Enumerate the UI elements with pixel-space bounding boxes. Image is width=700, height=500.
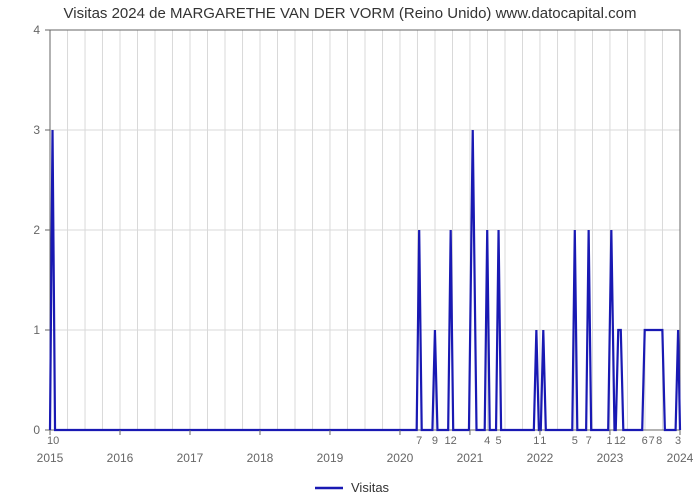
y-tick-label: 2 xyxy=(33,223,40,237)
bar-value-label: 5 xyxy=(572,435,578,447)
bar-value-label: 7 xyxy=(649,435,655,447)
y-tick-label: 3 xyxy=(33,123,40,137)
bar-value-label: 1 xyxy=(606,435,612,447)
bar-value-label: 3 xyxy=(675,435,681,447)
bar-value-label: 6 xyxy=(642,435,648,447)
bar-value-label: 10 xyxy=(47,435,59,447)
y-tick-label: 1 xyxy=(33,323,40,337)
x-year-label: 2017 xyxy=(177,451,204,465)
x-year-label: 2018 xyxy=(247,451,274,465)
visits-chart: Visitas 2024 de MARGARETHE VAN DER VORM … xyxy=(0,0,700,500)
bar-value-label: 5 xyxy=(495,435,501,447)
x-year-label: 2019 xyxy=(317,451,344,465)
bar-value-label: 2 xyxy=(620,435,626,447)
x-year-label: 2022 xyxy=(527,451,554,465)
y-tick-label: 4 xyxy=(33,23,40,37)
bar-value-label: 4 xyxy=(484,435,490,447)
x-year-label: 2020 xyxy=(387,451,414,465)
x-year-label: 2024 xyxy=(667,451,694,465)
legend-label: Visitas xyxy=(351,480,390,495)
bar-value-label: 1 xyxy=(540,435,546,447)
bar-value-label: 7 xyxy=(586,435,592,447)
x-year-label: 2021 xyxy=(457,451,484,465)
bar-value-label: 8 xyxy=(656,435,662,447)
bar-value-label: 1 xyxy=(533,435,539,447)
x-year-label: 2016 xyxy=(107,451,134,465)
x-year-label: 2015 xyxy=(37,451,64,465)
y-tick-label: 0 xyxy=(33,423,40,437)
bar-value-label: 12 xyxy=(445,435,457,447)
bar-value-label: 7 xyxy=(416,435,422,447)
chart-title: Visitas 2024 de MARGARETHE VAN DER VORM … xyxy=(64,5,637,22)
x-year-label: 2023 xyxy=(597,451,624,465)
bar-value-label: 9 xyxy=(432,435,438,447)
